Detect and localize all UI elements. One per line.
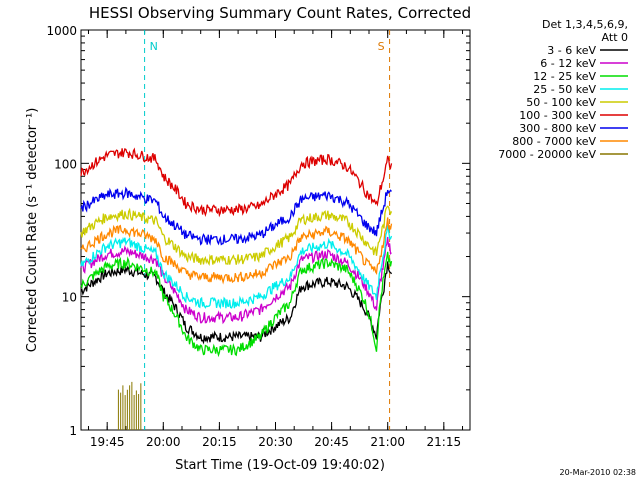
x-tick-label: 20:15 [202, 435, 237, 449]
series-line [80, 147, 393, 218]
legend-label: 50 - 100 keV [526, 96, 596, 109]
series-line [80, 224, 393, 310]
series-line [80, 217, 393, 285]
legend-header-line-1: Det 1,3,4,5,6,9, [542, 18, 628, 31]
series-line [80, 251, 393, 358]
legend-label: 3 - 6 keV [547, 44, 596, 57]
plot-area: 1 10 100 1000 19:45 20:00 20:15 20:30 20:45 21:00… [46, 24, 471, 449]
y-tick-label: 100 [54, 157, 77, 171]
legend-label: 100 - 300 keV [519, 109, 596, 122]
x-tick-label: 21:15 [427, 435, 462, 449]
legend-label: 800 - 7000 keV [512, 135, 596, 148]
y-axis-label: Corrected Count Rate (s⁻¹ detector⁻¹) [25, 108, 40, 353]
x-tick-label: 20:45 [314, 435, 349, 449]
y-tick-label: 1000 [46, 24, 77, 38]
legend-label: 300 - 800 keV [519, 122, 596, 135]
x-tick-label: 20:00 [146, 435, 181, 449]
y-tick-label: 1 [69, 424, 77, 438]
footer-timestamp: 20-Mar-2010 02:38 [560, 468, 637, 477]
series-line [80, 205, 393, 266]
series-line [80, 186, 392, 246]
x-tick-label: 20:30 [258, 435, 293, 449]
series-line [80, 236, 392, 325]
marker-label: S [378, 40, 385, 53]
legend-header-line-2: Att 0 [602, 31, 628, 44]
legend-label: 12 - 25 keV [533, 70, 596, 83]
plot-frame [80, 29, 471, 431]
x-axis-label: Start Time (19-Oct-09 19:40:02) [175, 458, 385, 473]
legend-label: 25 - 50 keV [533, 83, 596, 96]
marker-label: N [150, 40, 158, 53]
chart-title: HESSI Observing Summary Count Rates, Cor… [89, 4, 471, 22]
x-tick-label: 19:45 [90, 435, 125, 449]
legend-label: 6 - 12 keV [540, 57, 596, 70]
x-tick-label: 21:00 [370, 435, 405, 449]
y-tick-label: 10 [62, 291, 77, 305]
series-line [80, 261, 393, 345]
legend-label: 7000 - 20000 keV [498, 148, 596, 161]
